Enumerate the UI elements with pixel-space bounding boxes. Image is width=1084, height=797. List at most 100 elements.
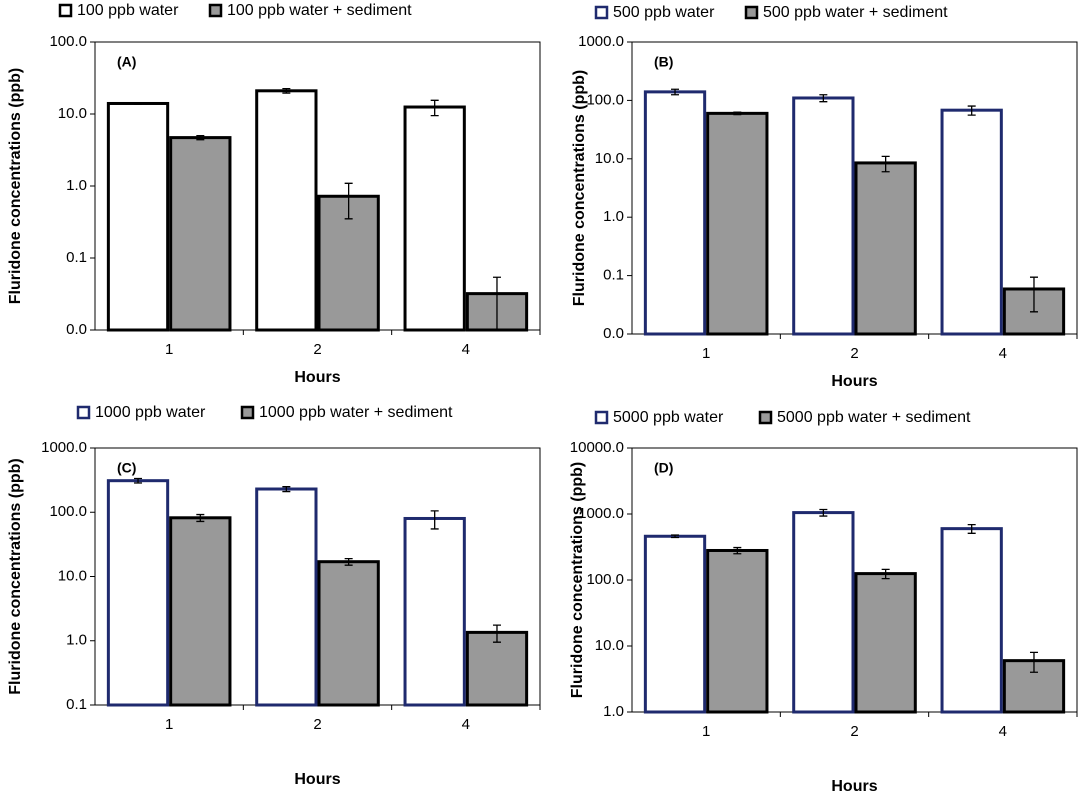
x-tick-label: 4: [999, 723, 1007, 740]
bar: [706, 548, 769, 714]
error-bar: [430, 510, 439, 530]
bar: [317, 194, 380, 332]
legend-label: 5000 ppb water: [613, 409, 724, 426]
panel-label: (D): [654, 460, 673, 476]
legend-label: 1000 ppb water: [95, 404, 206, 421]
error-bar: [819, 94, 828, 103]
y-tick-label: 0.1: [66, 696, 87, 713]
x-tick-label: 4: [999, 345, 1007, 362]
legend-label: 1000 ppb water + sediment: [259, 404, 453, 421]
bar: [940, 527, 1003, 714]
y-axis-label: Fluridone concentrations (ppb): [569, 462, 586, 698]
legend-label: 5000 ppb water + sediment: [777, 409, 971, 426]
y-tick-label: 10.0: [595, 150, 624, 167]
x-tick-label: 2: [313, 341, 321, 358]
legend-swatch: [594, 5, 609, 20]
legend-label: 500 ppb water: [613, 4, 715, 21]
legend-label: 500 ppb water + sediment: [763, 4, 948, 21]
bar: [792, 511, 855, 714]
bar: [106, 101, 170, 332]
panel: 1.0 10.0 100.0 1000.0 10000.0 1 2 4 5000 ppb wat…: [569, 409, 1078, 795]
y-tick-label: 1000.0: [578, 33, 624, 50]
y-tick-label: 100.0: [49, 33, 87, 50]
y-tick-label: 10.0: [595, 637, 624, 654]
error-bar: [671, 534, 680, 539]
y-axis-label: Fluridone concentrations (ppb): [7, 458, 24, 694]
panel-label: (C): [117, 460, 136, 476]
y-tick-label: 100.0: [49, 503, 87, 520]
panel: 0.0 0.1 1.0 10.0 100.0 1000.0 1 2 4 500 ppb water…: [571, 4, 1078, 390]
bar: [255, 487, 318, 707]
bar: [465, 630, 529, 707]
y-tick-label: 0.1: [66, 249, 87, 266]
bar: [403, 516, 466, 707]
error-bar: [430, 99, 439, 117]
x-axis-label: Hours: [831, 373, 877, 390]
error-bar: [196, 135, 205, 141]
error-bar: [967, 105, 976, 116]
y-tick-label: 0.0: [603, 325, 624, 342]
x-tick-label: 1: [165, 716, 173, 733]
y-tick-label: 1000.0: [41, 439, 87, 456]
legend-swatch: [594, 410, 609, 425]
x-axis-label: Hours: [831, 778, 877, 795]
error-bar: [733, 111, 742, 116]
error-bar: [344, 557, 353, 566]
error-bar: [881, 568, 890, 580]
legend-swatch: [58, 3, 73, 18]
bar: [317, 560, 380, 707]
legend-label: 100 ppb water: [77, 2, 179, 19]
bar: [255, 89, 318, 332]
error-bar: [671, 88, 680, 96]
bar: [854, 572, 917, 714]
x-tick-label: 2: [850, 723, 858, 740]
legend-swatch: [208, 3, 223, 18]
legend-swatch: [240, 405, 255, 420]
panel-label: (A): [117, 54, 136, 70]
error-bar: [492, 276, 501, 331]
y-tick-label: 100.0: [586, 91, 624, 108]
error-bar: [134, 477, 143, 484]
legend-swatch: [744, 5, 759, 20]
bar: [854, 161, 917, 336]
x-tick-label: 1: [165, 341, 173, 358]
bar: [169, 136, 232, 332]
x-tick-label: 4: [462, 341, 470, 358]
x-axis-label: Hours: [294, 771, 340, 788]
bar: [403, 105, 466, 332]
panel: 0.0 0.1 1.0 10.0 100.0 1 2 4 100 ppb water 100 pp…: [7, 2, 541, 386]
error-bar: [819, 508, 828, 517]
x-tick-label: 1: [702, 345, 710, 362]
error-bar: [1029, 651, 1038, 673]
bar: [643, 90, 707, 336]
error-bar: [344, 182, 353, 220]
error-bar: [967, 523, 976, 534]
error-bar: [881, 155, 890, 173]
y-tick-label: 1.0: [66, 632, 87, 649]
x-tick-label: 2: [313, 716, 321, 733]
y-tick-label: 1.0: [66, 177, 87, 194]
panel: 0.1 1.0 10.0 100.0 1000.0 1 2 4 1000 ppb water 10…: [7, 404, 541, 788]
y-tick-label: 10000.0: [570, 439, 624, 456]
legend-label: 100 ppb water + sediment: [227, 2, 412, 19]
error-bar: [1029, 276, 1038, 313]
bar: [940, 108, 1003, 336]
bar: [643, 534, 707, 714]
y-tick-label: 0.1: [603, 267, 624, 284]
y-tick-label: 10.0: [58, 567, 87, 584]
bar: [169, 516, 232, 707]
error-bar: [134, 102, 143, 105]
legend-swatch: [758, 410, 773, 425]
panel-label: (B): [654, 54, 673, 70]
bar: [792, 96, 855, 336]
legend-swatch: [76, 405, 91, 420]
bar: [706, 111, 769, 336]
y-axis-label: Fluridone concentrations (ppb): [7, 68, 24, 304]
error-bar: [733, 546, 742, 555]
x-tick-label: 1: [702, 723, 710, 740]
x-tick-label: 2: [850, 345, 858, 362]
y-tick-label: 10.0: [58, 105, 87, 122]
x-tick-label: 4: [462, 716, 470, 733]
x-axis-label: Hours: [294, 369, 340, 386]
